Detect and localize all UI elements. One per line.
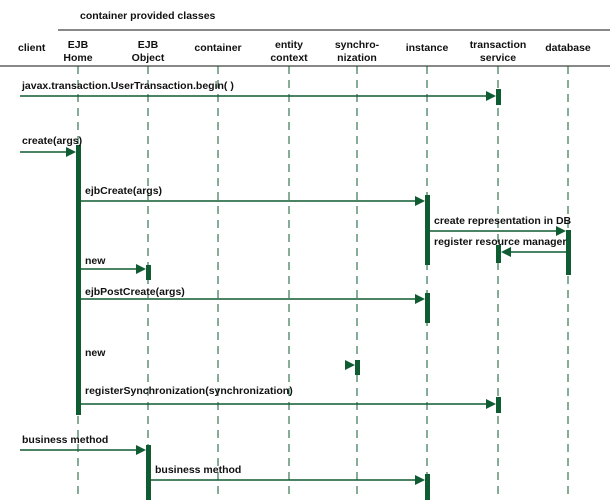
- lifeline-synchronization-title-line1: synchro-: [335, 39, 380, 51]
- activation-database: [566, 230, 571, 275]
- message-ejbcreate: [81, 196, 425, 206]
- message-begin: [20, 91, 496, 101]
- label-create: create(args): [22, 135, 82, 147]
- activation-transaction-service-begin: [496, 89, 501, 105]
- activation-transaction-service-register-rm: [496, 245, 501, 263]
- lifeline-lines: [77, 66, 569, 500]
- message-business-method-client: [20, 445, 146, 455]
- activation-ejb-object-new: [146, 265, 151, 280]
- message-labels: javax.transaction.UserTransaction.begin(…: [21, 80, 572, 476]
- label-ejbcreate: ejbCreate(args): [85, 185, 162, 197]
- activation-transaction-service-register-sync: [496, 397, 501, 413]
- message-new-sync: [345, 360, 355, 370]
- message-new-object: [81, 264, 146, 274]
- lifeline-entity-context-title-line1: entity: [275, 39, 303, 51]
- activation-ejb-object-business: [146, 445, 151, 500]
- activation-synchronization: [355, 360, 360, 375]
- label-business-method-client: business method: [22, 434, 108, 446]
- message-register-resource-manager: [501, 247, 566, 257]
- lifeline-client-title: client: [18, 42, 46, 54]
- message-business-method-instance: [151, 475, 425, 485]
- lifeline-ejb-home-title-line1: EJB: [68, 39, 89, 51]
- lifeline-ejb-home-title-line2: Home: [63, 52, 92, 64]
- activation-instance-business: [425, 474, 430, 500]
- label-register-resource-manager: register resource manager: [434, 236, 566, 248]
- label-new-sync: new: [85, 347, 106, 359]
- lifeline-database-title: database: [545, 42, 591, 54]
- lifeline-headers: client EJB Home EJB Object container ent…: [18, 39, 591, 64]
- message-create-representation: [430, 226, 566, 236]
- activation-ejb-home: [76, 145, 81, 415]
- label-begin: javax.transaction.UserTransaction.begin(…: [21, 80, 234, 92]
- message-create: [20, 147, 76, 157]
- lifeline-entity-context-title-line2: context: [270, 52, 308, 64]
- lifeline-transaction-service-title-line2: service: [480, 52, 516, 64]
- message-register-sync: [81, 399, 496, 409]
- label-ejbpostcreate: ejbPostCreate(args): [85, 286, 185, 298]
- message-arrows: [20, 91, 566, 485]
- label-register-sync: registerSynchronization(synchronization): [85, 385, 293, 397]
- lifeline-instance-title: instance: [406, 42, 449, 54]
- label-create-representation: create representation in DB: [434, 215, 572, 227]
- activation-instance-ejbcreate: [425, 195, 430, 265]
- activation-instance-ejbpostcreate: [425, 293, 430, 323]
- lifeline-container-title: container: [194, 42, 241, 54]
- lifeline-ejb-object-title-line2: Object: [132, 52, 165, 64]
- lifeline-synchronization-title-line2: nization: [337, 52, 377, 64]
- lifeline-transaction-service-title-line1: transaction: [470, 39, 527, 51]
- container-group-title: container provided classes: [80, 10, 216, 22]
- label-new-object: new: [85, 255, 106, 267]
- lifeline-ejb-object-title-line1: EJB: [138, 39, 159, 51]
- message-ejbpostcreate: [81, 294, 425, 304]
- label-business-method-instance: business method: [155, 464, 241, 476]
- activation-bars: [76, 89, 571, 500]
